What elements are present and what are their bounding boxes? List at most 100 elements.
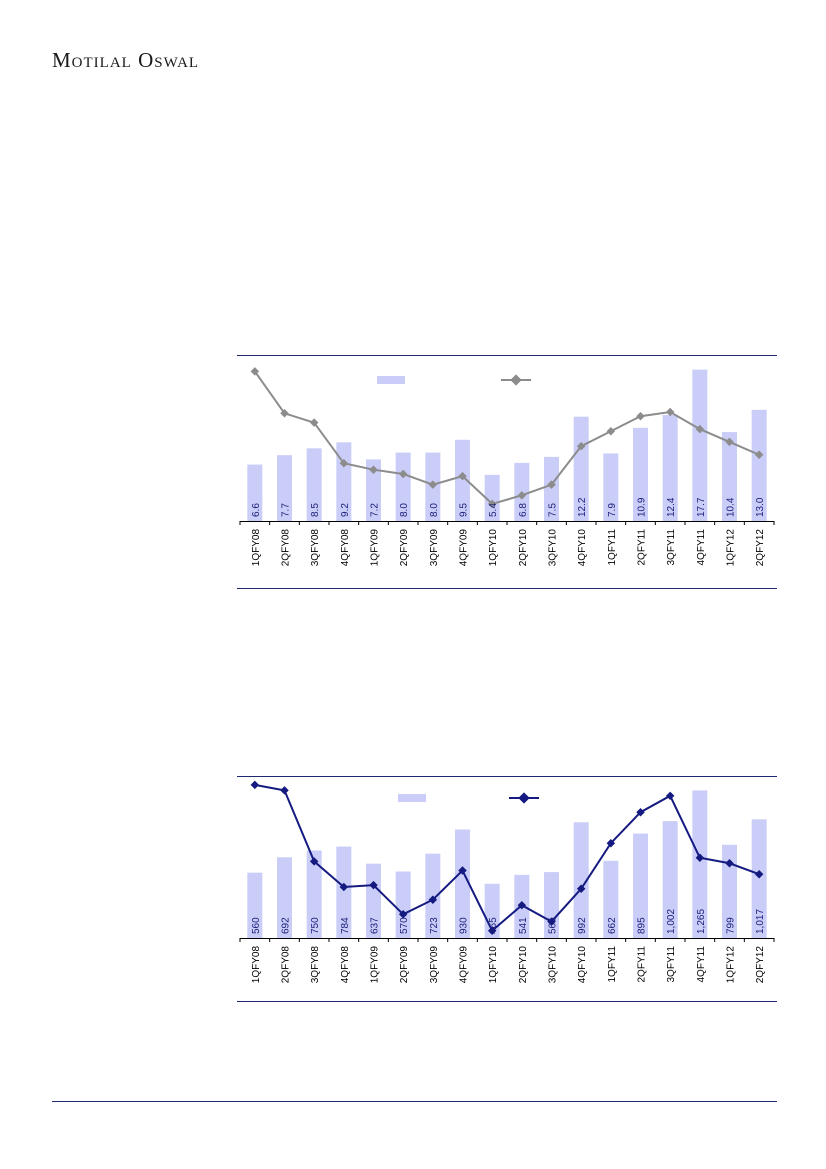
x-tick-label: 4QFY09 [459, 946, 470, 984]
line-point [665, 407, 675, 417]
chart-1-svg: 6.6 7.7 8.5 9.2 7.2 8.0 8.0 9.5 5.4 6.8 7.5 12.2 7.9… [239, 367, 775, 567]
chart-2: 560 692 750 784 637 570 723 930 465 541 565 992 662 8… [237, 777, 777, 999]
bar [484, 474, 500, 521]
data-label: 570 [399, 917, 410, 934]
data-label: 992 [577, 917, 588, 934]
bar [603, 860, 619, 938]
bar [455, 829, 470, 938]
line-point [576, 441, 586, 451]
chart-1-bottom-rule [237, 588, 777, 589]
line-point [606, 426, 616, 436]
data-label: 13.0 [755, 497, 766, 517]
line-point [517, 491, 527, 500]
bar [306, 448, 322, 521]
x-tick-label: 4QFY08 [340, 529, 351, 567]
bar [603, 453, 619, 521]
data-label: 6.8 [518, 503, 529, 517]
x-tick-label: 2QFY12 [755, 529, 766, 567]
data-label: 565 [548, 917, 559, 934]
data-label: 895 [637, 917, 648, 934]
x-tick-label: 2QFY09 [399, 529, 410, 567]
x-tick-label: 1QFY12 [726, 529, 737, 567]
bar [662, 821, 678, 938]
x-tick-label: 2QFY11 [637, 529, 648, 566]
x-tick-label: 4QFY11 [696, 946, 707, 983]
data-label: 7.5 [548, 503, 559, 517]
line-point [636, 412, 645, 421]
bar [247, 464, 263, 521]
data-label: 10.4 [726, 497, 737, 517]
bar [455, 439, 470, 521]
line-point [458, 471, 467, 481]
data-label: 7.7 [281, 503, 292, 517]
line-point [665, 791, 675, 801]
x-tick-label: 1QFY11 [607, 529, 618, 566]
chart-2-bottom-rule [237, 1001, 777, 1002]
data-label: 637 [370, 917, 381, 934]
line-point [339, 882, 349, 892]
data-label: 465 [488, 917, 499, 934]
x-tick-label: 2QFY08 [281, 529, 292, 567]
chart-2-top-rule [237, 776, 777, 777]
data-label: 723 [429, 917, 440, 934]
x-tick-label: 4QFY09 [459, 529, 470, 567]
data-label: 9.5 [459, 503, 470, 517]
bar [306, 850, 322, 938]
x-tick-label: 2QFY09 [399, 946, 410, 984]
data-label: 5.4 [488, 503, 499, 517]
bar [366, 863, 381, 938]
line-point [517, 900, 527, 910]
data-label: 1,017 [755, 909, 766, 934]
line-point [280, 409, 289, 418]
x-tick-label: 2QFY12 [755, 946, 766, 984]
x-tick-label: 1QFY08 [251, 529, 262, 567]
chart-2-svg: 560 692 750 784 637 570 723 930 465 541 565 992 662 8… [239, 780, 775, 984]
data-label: 7.2 [370, 503, 381, 517]
data-label: 784 [340, 917, 351, 934]
x-tick-label: 3QFY10 [548, 529, 559, 567]
line-point [369, 465, 378, 474]
legend-line-marker [510, 374, 522, 386]
line-point [695, 853, 705, 863]
legend-bar-swatch [377, 376, 405, 384]
data-label: 9.2 [340, 503, 351, 517]
bar [692, 369, 708, 521]
bar [633, 427, 648, 521]
x-tick-label: 1QFY08 [251, 946, 262, 984]
x-tick-label: 2QFY11 [637, 946, 648, 983]
bar [573, 416, 589, 521]
bar [692, 790, 708, 938]
x-tick-label: 3QFY09 [429, 946, 440, 984]
data-label: 541 [518, 917, 529, 934]
line-point [398, 910, 408, 919]
data-label: 1,002 [666, 909, 677, 934]
x-tick-label: 2QFY10 [518, 529, 529, 567]
data-label: 1,265 [696, 909, 707, 934]
line-point [280, 786, 289, 795]
chart-1-top-rule [237, 355, 777, 356]
legend-line-marker [518, 792, 530, 804]
x-tick-label: 1QFY09 [370, 946, 381, 984]
x-tick-label: 1QFY09 [370, 529, 381, 567]
data-label: 930 [459, 917, 470, 934]
bar [662, 414, 678, 521]
data-label: 662 [607, 917, 618, 934]
bar [336, 846, 352, 938]
x-tick-label: 3QFY11 [666, 529, 677, 566]
data-label: 12.2 [577, 497, 588, 517]
chart-1: 6.6 7.7 8.5 9.2 7.2 8.0 8.0 9.5 5.4 6.8 7.5 12.2 7.9… [237, 356, 777, 586]
data-label: 750 [310, 917, 321, 934]
x-tick-label: 3QFY08 [310, 529, 321, 567]
data-label: 799 [726, 917, 737, 934]
line-point [695, 424, 705, 434]
x-tick-label: 3QFY09 [429, 529, 440, 567]
data-label: 17.7 [696, 497, 707, 517]
line-point [576, 884, 586, 894]
x-tick-label: 4QFY11 [696, 529, 707, 566]
line-point [250, 780, 260, 790]
x-tick-label: 1QFY12 [726, 946, 737, 984]
data-label: 12.4 [666, 497, 677, 517]
data-label: 560 [251, 917, 262, 934]
data-label: 8.0 [429, 503, 440, 517]
bar [544, 456, 559, 521]
